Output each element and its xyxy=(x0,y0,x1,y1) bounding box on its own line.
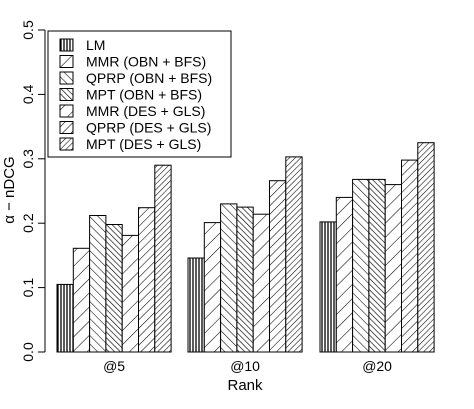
bar xyxy=(285,156,303,353)
y-tick-label: 0.3 xyxy=(20,149,36,169)
legend-label: MPT (DES + GLS) xyxy=(86,136,201,152)
x-tick-label: @5 xyxy=(103,358,125,374)
legend-swatch xyxy=(59,104,74,118)
x-axis-title: Rank xyxy=(227,377,263,394)
legend-label: MMR (DES + GLS) xyxy=(86,103,205,119)
y-axis: 0.0 0.1 0.2 0.3 0.4 0.5 xyxy=(20,20,46,362)
legend-swatch xyxy=(59,88,74,101)
legend-label: MMR (OBN + BFS) xyxy=(86,54,206,70)
legend-label: LM xyxy=(86,37,105,53)
legend-swatch xyxy=(59,55,74,68)
bar xyxy=(252,213,270,353)
bar xyxy=(138,207,156,353)
y-tick-label: 0.1 xyxy=(20,278,36,298)
y-axis-title: α − nDCG xyxy=(1,156,18,223)
y-tick-label: 0.5 xyxy=(20,20,36,40)
x-tick-label: @20 xyxy=(362,358,392,374)
x-axis-labels: @5 @10 @20 xyxy=(103,358,392,374)
legend-label: MPT (OBN + BFS) xyxy=(86,87,202,103)
x-tick-label: @10 xyxy=(230,358,260,374)
y-tick-label: 0.2 xyxy=(20,213,36,233)
bar xyxy=(56,283,74,353)
bar xyxy=(187,257,205,353)
bar xyxy=(121,234,139,353)
y-tick-label: 0.4 xyxy=(20,84,36,104)
bar xyxy=(220,203,238,353)
bar xyxy=(319,221,337,353)
bar xyxy=(352,178,370,353)
bar xyxy=(401,159,419,353)
bars xyxy=(56,142,435,353)
bar xyxy=(203,222,222,353)
legend-swatch xyxy=(59,137,74,151)
legend-label: QPRP (OBN + BFS) xyxy=(86,70,212,86)
bar xyxy=(105,224,123,353)
legend-box xyxy=(47,30,232,158)
bar xyxy=(335,196,354,353)
legend-swatch xyxy=(59,71,74,85)
y-tick-label: 0.0 xyxy=(20,342,36,362)
bar xyxy=(368,178,386,353)
bar xyxy=(236,206,254,353)
bar xyxy=(154,164,172,353)
bar xyxy=(417,142,435,353)
bar xyxy=(384,184,403,353)
legend-label: QPRP (DES + GLS) xyxy=(86,120,211,136)
legend-swatch xyxy=(59,38,74,52)
bar xyxy=(269,180,287,353)
bar xyxy=(72,247,91,353)
bar xyxy=(89,215,107,353)
legend-swatch xyxy=(59,121,74,134)
